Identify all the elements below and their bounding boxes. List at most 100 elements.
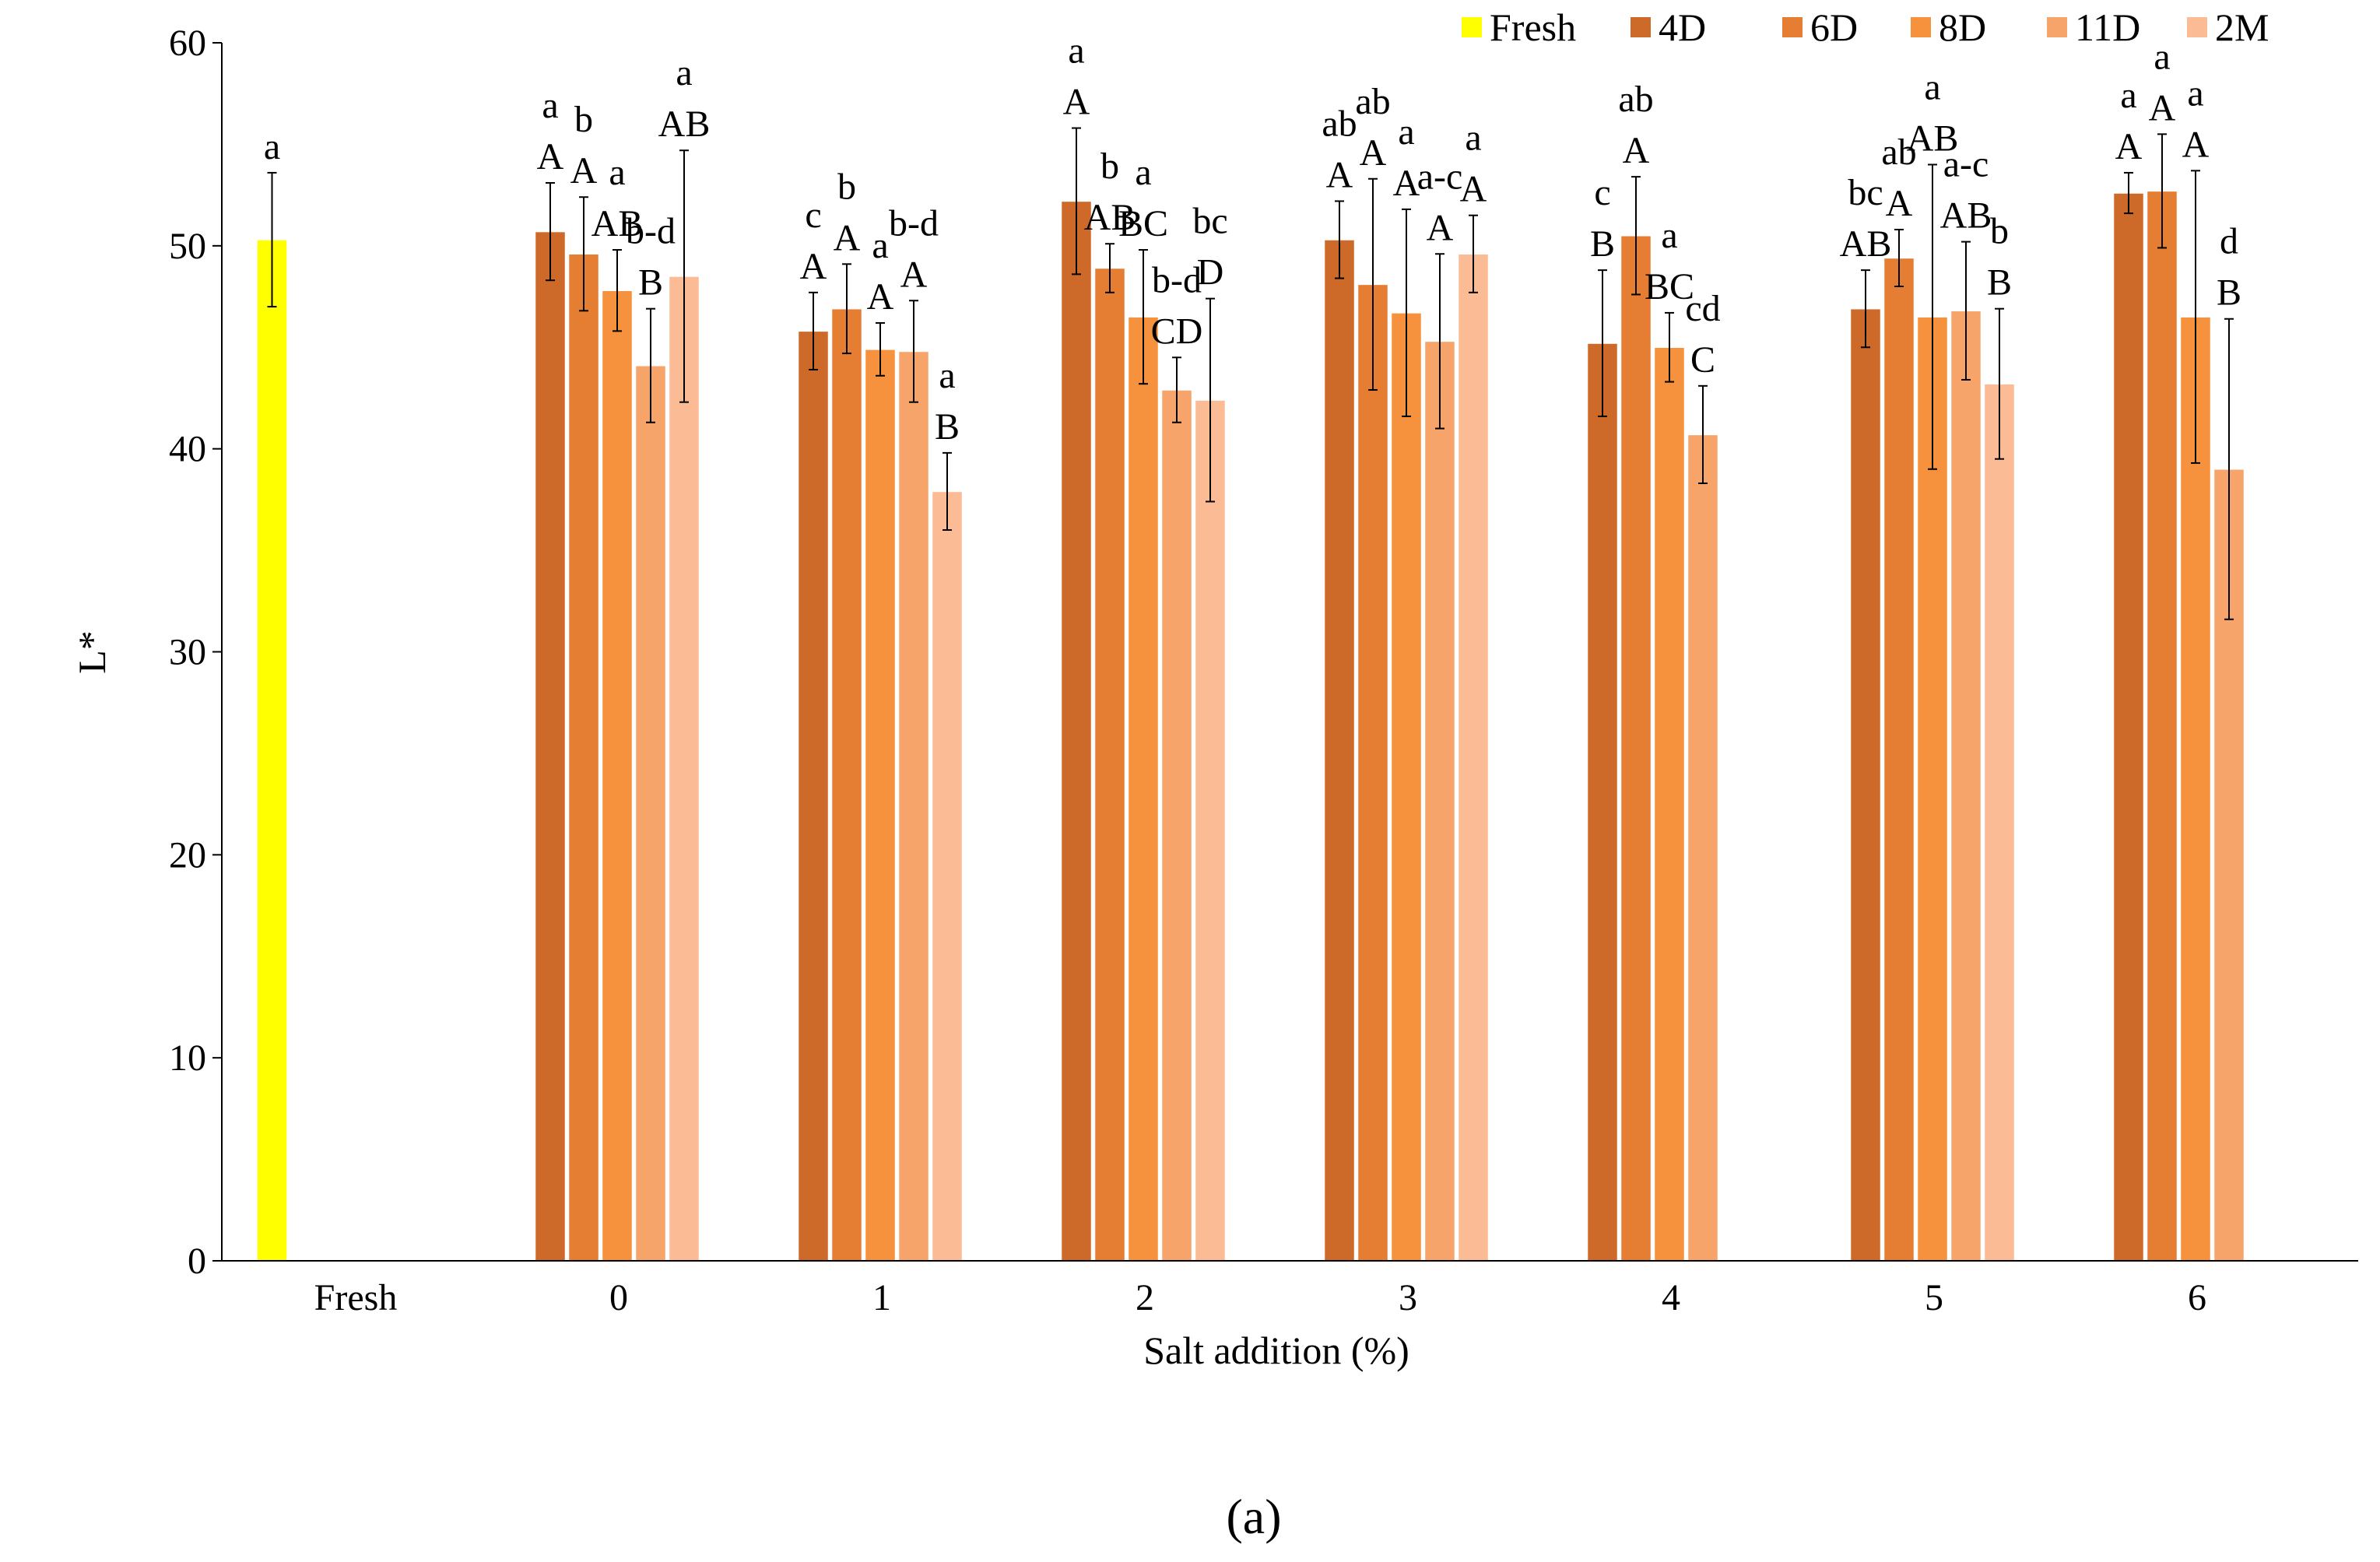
bar-4D-5: [1849, 307, 1882, 1262]
significance-label: CD: [1151, 311, 1203, 352]
bar-8D-4: [1653, 346, 1686, 1262]
x-tick-label: 2: [1136, 1277, 1154, 1318]
significance-label: AB: [1840, 223, 1892, 265]
legend-swatch-Fresh: [1462, 17, 1482, 37]
bar-4D-0: [534, 230, 567, 1262]
x-tick-label: Fresh: [314, 1277, 398, 1318]
significance-label: a: [1398, 111, 1414, 153]
legend-swatch-8D: [1911, 17, 1931, 37]
error-bars-layer: [267, 127, 2234, 620]
x-axis-ticks: Fresh 0 1 2 3 4 5 6: [314, 1277, 2206, 1318]
bar-Fresh-Fresh: [256, 239, 288, 1262]
bar-6D-6: [2146, 190, 2178, 1262]
significance-label: c: [1594, 172, 1610, 213]
significance-label: A: [537, 136, 564, 177]
significance-label: c: [805, 195, 821, 236]
bar-6D-2: [1093, 267, 1126, 1262]
significance-label: AB: [1084, 197, 1136, 238]
bar-2M-5: [1983, 383, 2016, 1262]
bar-2M-3: [1457, 253, 1490, 1262]
bar-6D-5: [1883, 257, 1915, 1262]
significance-label: a: [939, 355, 955, 396]
significance-label: ab: [1322, 103, 1357, 144]
significance-label: A: [2115, 126, 2143, 167]
significance-label: b-d: [626, 211, 676, 252]
significance-label: A: [900, 254, 928, 295]
significance-label: BC: [1118, 203, 1168, 244]
significance-label: a: [1661, 215, 1677, 256]
significance-label: B: [638, 262, 663, 304]
significance-label: b-d: [1152, 259, 1202, 300]
significance-label: a: [2187, 72, 2203, 114]
significance-label: bc: [1192, 201, 1227, 242]
significance-label: b-d: [889, 202, 939, 244]
x-tick-label: 6: [2188, 1277, 2206, 1318]
legend-swatch-11D: [2047, 17, 2067, 37]
y-axis-title: L*: [70, 630, 114, 674]
significance-label: a: [1068, 30, 1084, 72]
y-tick-label: 10: [169, 1037, 206, 1079]
significance-label: C: [1690, 339, 1715, 381]
significance-label: ab: [1881, 132, 1916, 173]
bars-layer: [256, 190, 2245, 1262]
x-tick-label: 5: [1925, 1277, 1943, 1318]
legend-label-2M: 2M: [2215, 5, 2269, 49]
significance-label: A: [1360, 132, 1387, 174]
significance-label: A: [867, 276, 894, 318]
x-tick-label: 1: [872, 1277, 891, 1318]
significance-label: A: [2149, 87, 2176, 128]
significance-label: A: [570, 150, 598, 191]
significance-label: a: [609, 152, 625, 193]
x-tick-label: 4: [1662, 1277, 1680, 1318]
bar-4D-4: [1586, 342, 1619, 1262]
significance-label: ab: [1618, 79, 1653, 120]
significance-label: A: [800, 246, 827, 287]
significance-label: a: [2154, 36, 2170, 77]
significance-label: A: [1427, 207, 1454, 248]
significance-label: a-c: [1943, 144, 1989, 185]
legend-label-Fresh: Fresh: [1490, 5, 1576, 49]
significance-label: b: [574, 99, 593, 140]
bar-8D-0: [601, 290, 634, 1262]
bar-4D-2: [1060, 200, 1093, 1262]
y-tick-label: 0: [188, 1241, 206, 1282]
x-tick-label: 0: [609, 1277, 628, 1318]
significance-label: A: [1886, 183, 1913, 224]
significance-label: b: [837, 166, 856, 207]
bar-2M-0: [668, 276, 700, 1262]
y-axis-ticks: 0 10 20 30 40 50 60: [169, 23, 222, 1282]
significance-label: b: [1100, 146, 1119, 187]
bar-8D-3: [1390, 312, 1423, 1262]
panel-label: (a): [1226, 1489, 1281, 1544]
legend-label-8D: 8D: [1939, 5, 1986, 49]
significance-label: A: [1393, 163, 1420, 204]
significance-label: AB: [658, 104, 711, 145]
bar-4D-3: [1323, 239, 1356, 1262]
x-axis-title: Salt addition (%): [1143, 1329, 1409, 1372]
bar-11D-4: [1687, 433, 1719, 1262]
bar-8D-5: [1916, 316, 1949, 1262]
significance-label: B: [1590, 223, 1615, 265]
significance-label: A: [1063, 82, 1090, 123]
y-tick-label: 60: [169, 23, 206, 64]
bar-4D-6: [2112, 192, 2145, 1262]
y-tick-label: 30: [169, 632, 206, 673]
significance-label: A: [1460, 169, 1487, 210]
significance-label: B: [935, 406, 960, 448]
significance-label: BC: [1645, 266, 1694, 307]
legend-label-4D: 4D: [1659, 5, 1706, 49]
bar-8D-1: [864, 349, 897, 1262]
bar-11D-1: [897, 350, 930, 1262]
significance-label: a: [1135, 152, 1151, 193]
significance-label: B: [1987, 262, 2012, 304]
significance-label: A: [1326, 154, 1353, 195]
bar-6D-1: [830, 307, 863, 1262]
bar-8D-6: [2179, 316, 2212, 1262]
bar-11D-3: [1423, 340, 1456, 1262]
significance-label: AB: [1907, 118, 1959, 160]
significance-label: B: [2217, 272, 2241, 314]
legend-swatch-6D: [1782, 17, 1803, 37]
